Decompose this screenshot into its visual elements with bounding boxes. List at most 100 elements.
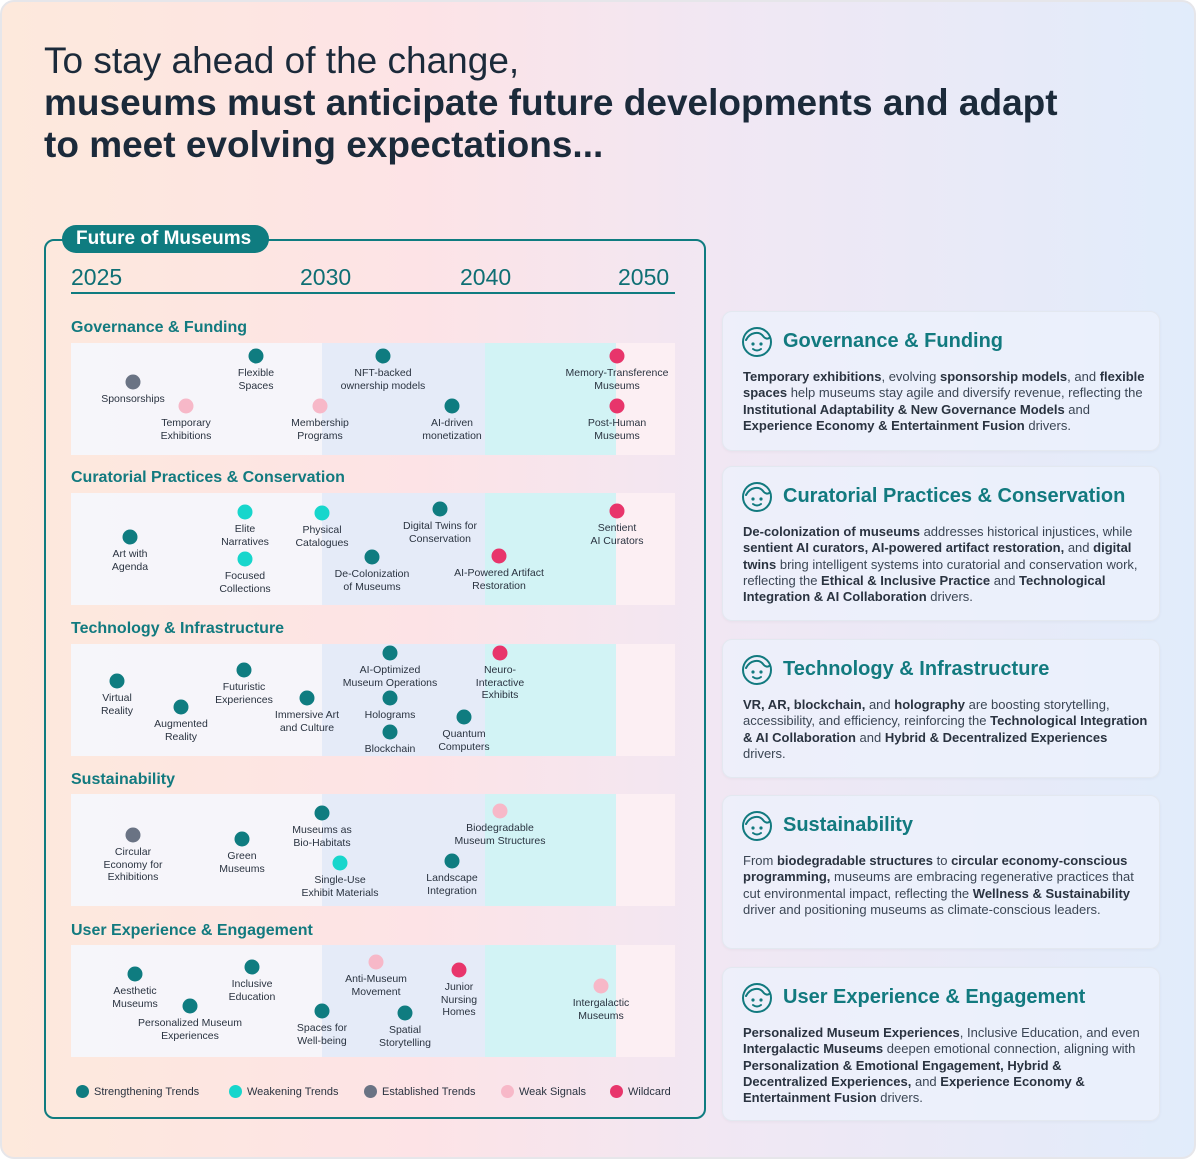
card-title: User Experience & Engagement bbox=[783, 986, 1086, 1008]
trend-label: Virtual Reality bbox=[100, 692, 134, 717]
card-body-text: , evolving bbox=[881, 369, 941, 384]
trend-label: Futuristic Experiences bbox=[215, 681, 273, 706]
trend-label: Memory-Transference Museums bbox=[565, 367, 669, 392]
trend-dot bbox=[314, 1003, 330, 1019]
period-segment bbox=[485, 343, 616, 455]
trend-dot bbox=[125, 827, 141, 843]
trend-label: Membership Programs bbox=[291, 417, 349, 442]
card-title: Curatorial Practices & Conservation bbox=[783, 485, 1126, 507]
trend-label: Art with Agenda bbox=[111, 548, 149, 573]
period-segment bbox=[322, 343, 485, 455]
trend-dot bbox=[382, 690, 398, 706]
card-body-text: , Inclusive Education, and even bbox=[959, 1025, 1140, 1040]
trend-dot bbox=[609, 503, 625, 519]
trend-dot bbox=[109, 673, 125, 689]
panel-title: Future of Museums bbox=[62, 225, 270, 253]
category-band bbox=[71, 945, 675, 1057]
card-body-highlight: Experience Economy & Entertainment Fusio… bbox=[743, 1073, 1085, 1106]
trend-label: Flexible Spaces bbox=[237, 367, 275, 392]
trend-dot bbox=[312, 398, 328, 414]
face-icon bbox=[741, 654, 773, 686]
trend-label: Elite Narratives bbox=[221, 523, 269, 548]
card-body: VR, AR, blockchain, and holography are b… bbox=[743, 697, 1148, 762]
trend-dot bbox=[127, 966, 143, 982]
trend-dot bbox=[382, 645, 398, 661]
trend-dot bbox=[237, 551, 253, 567]
trend-label: Aesthetic Museums bbox=[112, 985, 158, 1010]
trend-label: Junior Nursing Homes bbox=[440, 981, 478, 1018]
period-segment bbox=[485, 945, 616, 1057]
trend-dot bbox=[368, 954, 384, 970]
card-body-text: drivers. bbox=[743, 745, 786, 761]
trend-label: Holograms bbox=[364, 709, 416, 721]
trend-label: Temporary Exhibitions bbox=[160, 417, 212, 442]
period-segment bbox=[485, 493, 616, 605]
category-band bbox=[71, 343, 675, 455]
card-body-highlight: Technological Integration & AI Collabora… bbox=[743, 572, 1106, 605]
card-title: Governance & Funding bbox=[783, 330, 1004, 352]
card-body-highlight: Technological Integration & AI Collabora… bbox=[743, 713, 1148, 745]
trend-label: Inclusive Education bbox=[228, 978, 276, 1003]
trend-label: Spaces for Well-being bbox=[296, 1022, 348, 1047]
trend-label: Neuro- Interactive Exhibits bbox=[475, 664, 525, 701]
card-body: Personalized Museum Experiences, Inclusi… bbox=[743, 1025, 1148, 1106]
card-body-highlight: VR, AR, blockchain, bbox=[743, 697, 866, 712]
year-label: 2040 bbox=[460, 264, 512, 290]
legend-label: Weak Signals bbox=[519, 1086, 587, 1098]
driver-card: Technology & Infrastructure VR, AR, block… bbox=[722, 639, 1160, 778]
trend-dot bbox=[236, 662, 252, 678]
trend-label: Post-Human Museums bbox=[587, 417, 647, 442]
card-body-text: drivers. bbox=[926, 589, 973, 605]
legend-label: Weakening Trends bbox=[247, 1086, 339, 1098]
legend-swatch bbox=[229, 1085, 242, 1098]
card-body-highlight: Wellness & Sustainability bbox=[972, 885, 1131, 901]
driver-card: Sustainability From biodegradable structu… bbox=[722, 795, 1160, 949]
card-body-text: drivers. bbox=[876, 1090, 923, 1106]
card-body-highlight: Hybrid & Decentralized Experiences bbox=[884, 729, 1108, 745]
card-title: Technology & Infrastructure bbox=[783, 658, 1050, 680]
trend-label: Biodegradable Museum Structures bbox=[454, 822, 546, 847]
trend-label: Sponsorships bbox=[101, 393, 165, 405]
year-label: 2050 bbox=[618, 264, 670, 290]
card-body-text: and bbox=[865, 697, 895, 712]
card-body-highlight: De-colonization of museums bbox=[743, 524, 920, 539]
card-body-text: bring intelligent systems into curatoria… bbox=[743, 556, 1138, 588]
trend-dot bbox=[332, 855, 348, 871]
trend-dot bbox=[456, 709, 472, 725]
trend-dot bbox=[609, 398, 625, 414]
category-band bbox=[71, 644, 675, 756]
period-segment bbox=[71, 493, 322, 605]
trend-dot bbox=[491, 548, 507, 564]
card-body-highlight: sponsorship models bbox=[940, 369, 1068, 384]
period-segment bbox=[71, 343, 322, 455]
legend-label: Strengthening Trends bbox=[94, 1086, 200, 1098]
trend-dot bbox=[248, 348, 264, 364]
trend-label: Immersive Art and Culture bbox=[274, 709, 340, 734]
card-body-text: and bbox=[911, 1073, 941, 1089]
trend-dot bbox=[444, 398, 460, 414]
card-body-text: museums are embracing regenerative pract… bbox=[743, 869, 1134, 901]
category-title: User Experience & Engagement bbox=[71, 922, 313, 939]
trend-dot bbox=[375, 348, 391, 364]
headline: To stay ahead of the change, museums mus… bbox=[44, 40, 1164, 166]
trend-dot bbox=[125, 374, 141, 390]
trend-dot bbox=[593, 978, 609, 994]
card-body-text: and bbox=[1064, 540, 1094, 556]
card-body-text: and bbox=[990, 572, 1020, 588]
card-body: Temporary exhibitions, evolving sponsors… bbox=[743, 369, 1148, 434]
trend-label: Augmented Reality bbox=[154, 718, 208, 743]
trend-dot bbox=[314, 805, 330, 821]
trend-dot bbox=[178, 398, 194, 414]
trend-label: Intergalactic Museums bbox=[572, 997, 630, 1022]
period-segment bbox=[485, 644, 616, 756]
card-body-text: deepen emotional connection, aligning wi… bbox=[883, 1041, 1136, 1057]
headline-line-1: To stay ahead of the change, bbox=[44, 40, 520, 81]
card-body-highlight: Experience Economy & Entertainment Fusio… bbox=[743, 417, 1025, 433]
card-body-highlight: Personalization & Emotional Engagement, … bbox=[743, 1057, 1062, 1089]
card-body-highlight: biodegradable structures bbox=[776, 853, 933, 868]
card-title: Sustainability bbox=[783, 814, 914, 836]
card-body-highlight: sentient AI curators, AI-powered artifac… bbox=[743, 540, 1065, 556]
trend-label: Physical Catalogues bbox=[295, 524, 349, 549]
trend-label: Anti-Museum Movement bbox=[345, 973, 407, 998]
period-segment bbox=[71, 945, 322, 1057]
